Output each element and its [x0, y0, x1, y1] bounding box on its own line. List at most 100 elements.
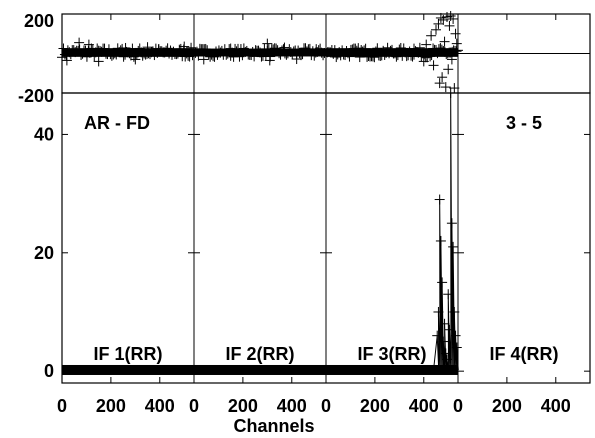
- phase-point: [103, 44, 114, 55]
- x-tick-label: 200: [96, 396, 126, 416]
- phase-point: [379, 49, 390, 60]
- phase-outlier: [311, 44, 322, 55]
- amp-point: [444, 324, 455, 335]
- phase-outlier: [225, 43, 236, 54]
- amplitude-panel: IF 1(RR) IF 2(RR) IF 3(RR) IF 4(RR): [62, 88, 559, 375]
- phase-outlier: [428, 60, 439, 71]
- subpanel-label: IF 1(RR): [94, 344, 163, 364]
- amp-series-if2: IF 2(RR): [194, 344, 326, 375]
- phase-point: [202, 45, 213, 56]
- amp-point: [432, 330, 443, 341]
- phase-point: [391, 51, 402, 62]
- phase-point: [398, 43, 409, 54]
- phase-point: [341, 45, 352, 56]
- phase-outlier: [444, 20, 455, 31]
- amp-baseline: [194, 364, 326, 375]
- phase-outlier: [431, 24, 441, 35]
- chart-title-left: AR - FD: [84, 113, 150, 133]
- phase-point: [392, 50, 403, 61]
- phase-point: [369, 52, 380, 63]
- phase-outlier: [443, 64, 454, 75]
- x-tick-label: 400: [277, 396, 307, 416]
- phase-outlier: [279, 42, 290, 53]
- amp-point: [438, 336, 449, 347]
- phase-point: [256, 51, 267, 62]
- amp-point: [434, 194, 445, 205]
- phase-outlier: [421, 39, 432, 50]
- phase-outlier: [437, 72, 448, 83]
- phase-outlier: [450, 28, 461, 39]
- amp-series-if1: IF 1(RR): [62, 344, 194, 375]
- phase-point: [200, 43, 211, 54]
- phase-point: [315, 43, 326, 54]
- phase-point: [99, 43, 110, 54]
- phase-outlier: [448, 13, 459, 24]
- amp-point: [450, 330, 461, 341]
- x-tick-label: 0: [189, 396, 199, 416]
- phase-outlier: [120, 42, 131, 53]
- phase-point: [344, 51, 355, 62]
- amp-frame: [61, 92, 591, 384]
- x-tick-label: 0: [321, 396, 331, 416]
- phase-outlier: [198, 54, 209, 65]
- subpanel-label: IF 2(RR): [226, 344, 295, 364]
- phase-series-if2: [189, 38, 331, 66]
- phase-point: [296, 50, 307, 61]
- phase-point: [221, 49, 232, 60]
- phase-point: [414, 42, 425, 53]
- phase-outlier: [434, 78, 445, 89]
- x-tick-label: 200: [228, 396, 258, 416]
- amp-y-tick-label: 40: [34, 124, 54, 144]
- phase-point: [58, 43, 69, 54]
- phase-outlier: [262, 38, 273, 49]
- phase-point: [231, 46, 242, 57]
- amp-point: [439, 318, 450, 329]
- phase-point: [426, 50, 437, 61]
- phase-y-tick-label: -200: [18, 86, 54, 106]
- phase-point: [359, 45, 370, 56]
- phase-point: [297, 49, 308, 60]
- amp-point: [435, 235, 446, 246]
- phase-outlier: [153, 44, 164, 55]
- amp-series-if3: IF 3(RR): [326, 88, 462, 375]
- amp-baseline: [62, 364, 194, 375]
- amp-point: [448, 241, 459, 252]
- phase-outlier: [74, 37, 85, 48]
- amp-y-tick-label: 0: [44, 361, 54, 381]
- phase-point: [253, 45, 264, 56]
- phase-point: [115, 45, 126, 56]
- phase-outlier: [439, 36, 450, 47]
- amp-point: [442, 354, 452, 365]
- phase-outlier: [451, 38, 462, 49]
- phase-point: [360, 43, 371, 54]
- phase-outlier: [291, 54, 302, 65]
- x-tick-label: 0: [57, 396, 67, 416]
- x-tick-label: 400: [409, 396, 439, 416]
- phase-point: [372, 43, 383, 54]
- x-tick-label: 400: [145, 396, 175, 416]
- phase-outlier: [130, 54, 141, 65]
- x-tick-label: 200: [492, 396, 522, 416]
- amp-point: [443, 289, 454, 300]
- phase-y-tick-label: 200: [24, 11, 54, 31]
- phase-point: [134, 43, 145, 54]
- phase-point: [375, 51, 386, 62]
- phase-outlier: [83, 39, 94, 50]
- phase-series-if1: [57, 37, 199, 67]
- phase-point: [407, 51, 418, 62]
- phase-outlier: [418, 56, 429, 67]
- phase-outlier: [435, 12, 446, 23]
- phase-outlier: [433, 18, 444, 29]
- x-tick-label: 400: [541, 396, 571, 416]
- phase-point: [425, 51, 436, 62]
- phase-point: [394, 44, 405, 55]
- phase-outlier: [264, 55, 275, 66]
- phase-outlier: [179, 41, 190, 52]
- phase-point: [281, 49, 292, 60]
- x-tick-label: 0: [453, 396, 463, 416]
- phase-series-if3: [321, 10, 463, 94]
- subpanel-label: IF 4(RR): [490, 344, 559, 364]
- phase-panel: [57, 10, 590, 94]
